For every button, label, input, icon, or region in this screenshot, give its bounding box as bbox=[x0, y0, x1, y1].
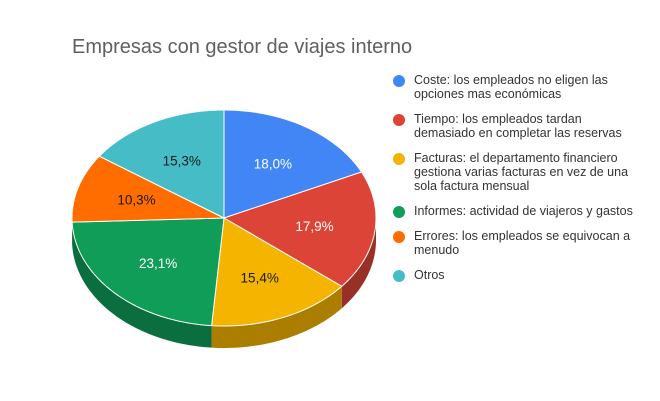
legend-label: Errores: los empleados se equivocan a me… bbox=[414, 229, 631, 257]
pie-slice-5[interactable] bbox=[98, 109, 225, 219]
legend-label: Tiempo: los empleados tardan demasiado e… bbox=[414, 112, 622, 140]
legend: Coste: los empleados no eligen las opcio… bbox=[393, 73, 643, 293]
legend-dot-icon bbox=[393, 270, 405, 282]
legend-item-1[interactable]: Tiempo: los empleados tardan demasiado e… bbox=[393, 112, 643, 140]
legend-dot-icon bbox=[393, 114, 405, 126]
slice-label-2: 15,4% bbox=[241, 271, 279, 286]
pie-slice-0[interactable] bbox=[223, 109, 363, 219]
pie-slice-4[interactable] bbox=[71, 155, 225, 223]
legend-label: Informes: actividad de viajeros y gastos bbox=[414, 204, 633, 218]
pie-slice-side-3 bbox=[72, 222, 212, 348]
pie-slice-1[interactable] bbox=[223, 171, 377, 287]
legend-item-0[interactable]: Coste: los empleados no eligen las opcio… bbox=[393, 73, 643, 101]
legend-dot-icon bbox=[393, 231, 405, 243]
pie-slice-3[interactable] bbox=[71, 217, 225, 327]
slice-label-5: 15,3% bbox=[163, 154, 201, 169]
legend-item-3[interactable]: Informes: actividad de viajeros y gastos bbox=[393, 204, 643, 218]
legend-dot-icon bbox=[393, 206, 405, 218]
slice-label-3: 23,1% bbox=[139, 256, 177, 271]
slice-label-0: 18,0% bbox=[254, 156, 292, 171]
legend-label: Facturas: el departamento financiero ges… bbox=[414, 151, 629, 193]
legend-item-4[interactable]: Errores: los empleados se equivocan a me… bbox=[393, 229, 643, 257]
legend-label: Otros bbox=[414, 268, 445, 282]
legend-item-2[interactable]: Facturas: el departamento financiero ges… bbox=[393, 151, 643, 193]
chart-title: Empresas con gestor de viajes interno bbox=[72, 36, 413, 58]
pie-slice-side-2 bbox=[211, 286, 342, 348]
legend-item-5[interactable]: Otros bbox=[393, 268, 643, 282]
pie-slice-side-1 bbox=[341, 218, 376, 309]
slice-label-4: 10,3% bbox=[117, 193, 155, 208]
legend-dot-icon bbox=[393, 153, 405, 165]
legend-dot-icon bbox=[393, 75, 405, 87]
pie-slice-2[interactable] bbox=[211, 217, 343, 327]
slice-label-1: 17,9% bbox=[295, 219, 333, 234]
legend-label: Coste: los empleados no eligen las opcio… bbox=[414, 73, 608, 101]
